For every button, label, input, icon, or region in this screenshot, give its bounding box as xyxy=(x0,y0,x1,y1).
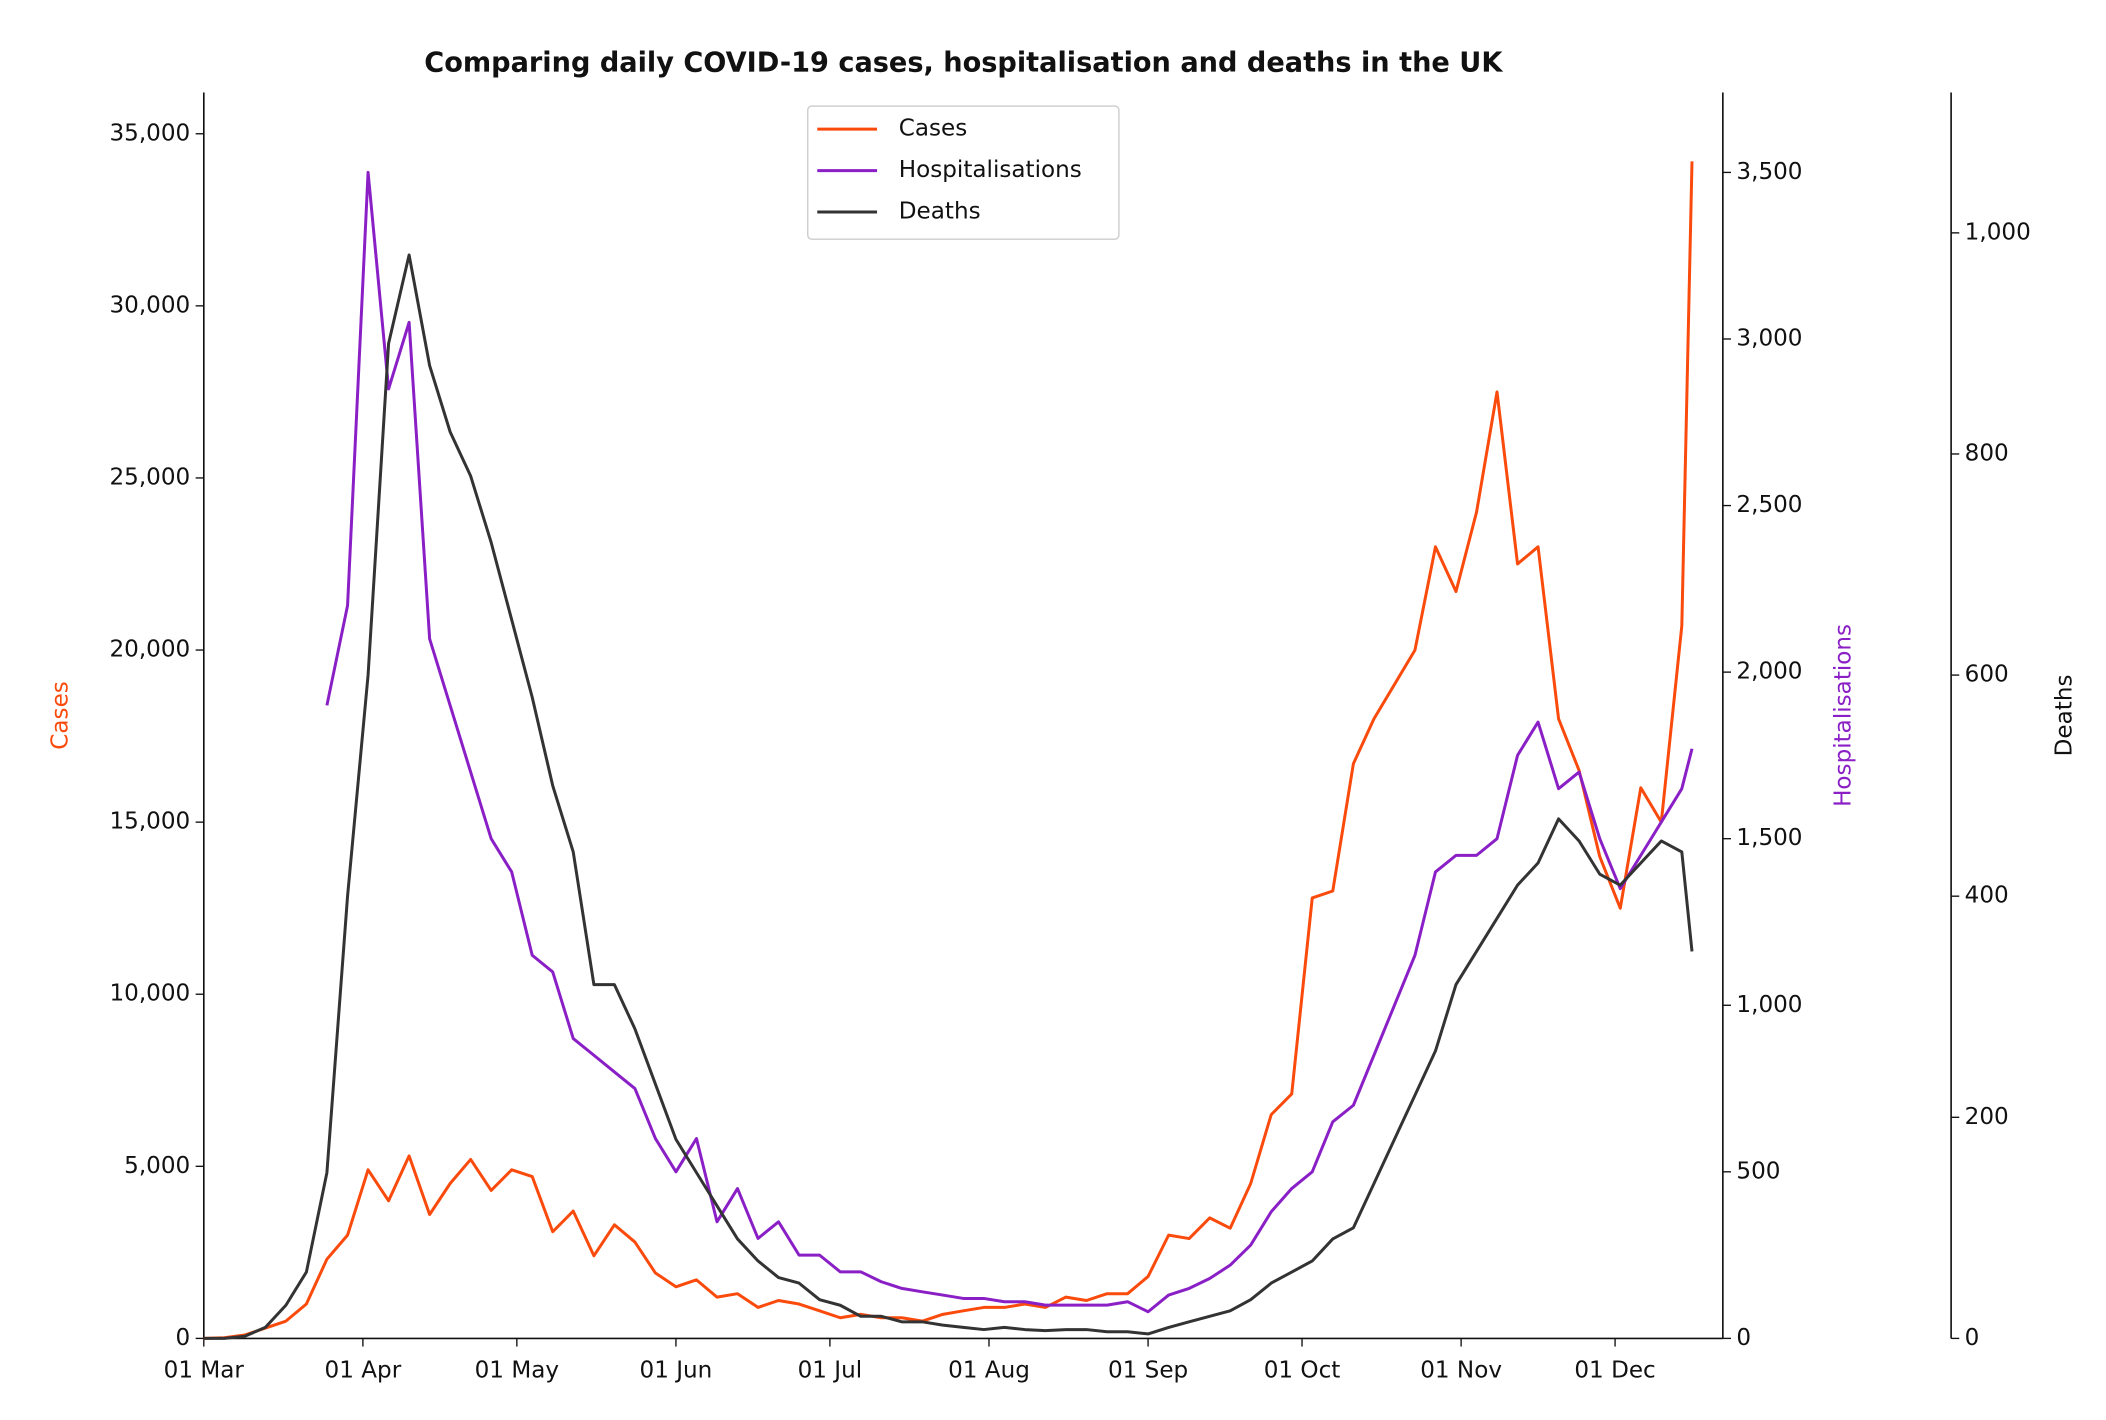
axis-title: Hospitalisations xyxy=(1830,624,1856,807)
y3ticks-label: 200 xyxy=(1965,1104,2009,1130)
y2ticks-label: 1,500 xyxy=(1736,825,1802,851)
y2ticks-label: 3,000 xyxy=(1736,325,1802,351)
x-tick-label: 01 Mar xyxy=(164,1358,245,1384)
y2ticks-label: 2,000 xyxy=(1736,659,1802,685)
series-line xyxy=(203,161,1694,1340)
y3ticks-label: 0 xyxy=(1965,1325,1980,1351)
axis-title: Deaths xyxy=(2052,675,2078,757)
legend-label: Cases xyxy=(899,116,968,142)
y3ticks-label: 600 xyxy=(1965,662,2009,688)
y2ticks-label: 3,500 xyxy=(1736,159,1802,185)
yticks-label: 25,000 xyxy=(109,464,190,490)
legend-box xyxy=(807,105,1120,240)
yticks-label: 10,000 xyxy=(109,981,190,1007)
yticks-label: 0 xyxy=(176,1325,191,1351)
x-tick-label: 01 Jun xyxy=(640,1358,713,1384)
y2ticks-label: 500 xyxy=(1736,1158,1780,1184)
y3ticks-label: 400 xyxy=(1965,883,2009,909)
series-line xyxy=(203,253,1694,1340)
x-tick-label: 01 Dec xyxy=(1574,1358,1655,1384)
x-tick-label: 01 Nov xyxy=(1420,1358,1502,1384)
yticks-label: 20,000 xyxy=(109,637,190,663)
x-tick-label: 01 Oct xyxy=(1264,1358,1341,1384)
legend-label: Deaths xyxy=(899,199,981,225)
y3ticks-label: 800 xyxy=(1965,440,2009,466)
axis-title: Cases xyxy=(48,681,74,750)
y2ticks-label: 1,000 xyxy=(1736,992,1802,1018)
yticks-label: 35,000 xyxy=(109,120,190,146)
y2ticks-label: 2,500 xyxy=(1736,492,1802,518)
yticks-label: 30,000 xyxy=(109,292,190,318)
x-tick-label: 01 Jul xyxy=(798,1358,863,1384)
y2ticks-label: 0 xyxy=(1736,1325,1751,1351)
legend-label: Hospitalisations xyxy=(899,157,1082,183)
yticks-label: 15,000 xyxy=(109,809,190,835)
chart-title: Comparing daily COVID-19 cases, hospital… xyxy=(424,47,1503,78)
series-line xyxy=(325,170,1694,1314)
x-tick-label: 01 Apr xyxy=(325,1358,402,1384)
y3ticks-label: 1,000 xyxy=(1965,219,2031,245)
x-tick-label: 01 Aug xyxy=(948,1358,1030,1384)
x-tick-label: 01 May xyxy=(475,1358,559,1384)
yticks-label: 5,000 xyxy=(124,1153,190,1179)
x-tick-label: 01 Sep xyxy=(1108,1358,1188,1384)
